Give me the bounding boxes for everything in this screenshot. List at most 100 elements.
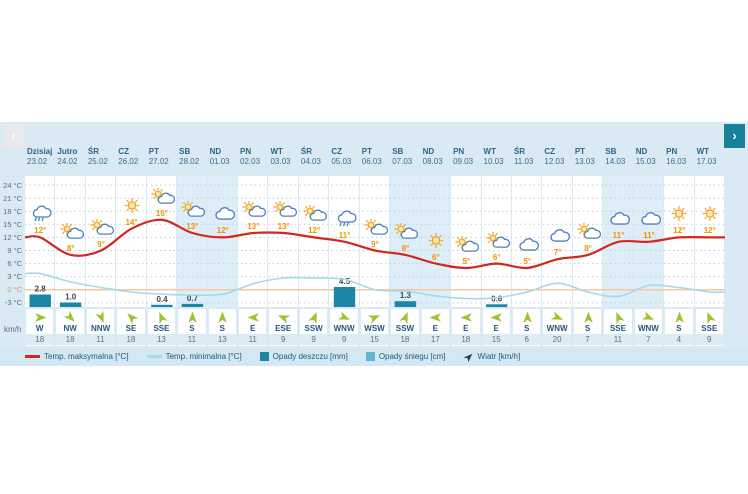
wind-direction-arrow-icon [583, 311, 593, 323]
day-date: 03.03 [270, 157, 291, 166]
wind-direction-label: ESE [275, 324, 292, 333]
wind-speed-value: 9 [695, 334, 723, 345]
wind-direction-label: E [250, 324, 256, 333]
wind-cell: S 4 [665, 309, 693, 346]
day-header[interactable]: Dzisiaj 23.02 [25, 147, 55, 176]
temp-max-label: 9° [371, 239, 379, 249]
day-header[interactable]: PN 02.03 [238, 147, 268, 176]
day-header[interactable]: PN 16.03 [664, 147, 694, 176]
day-name: ŚR [513, 147, 526, 156]
prev-period-button[interactable]: ‹ [3, 124, 24, 148]
day-header[interactable]: PT 27.02 [147, 147, 177, 176]
legend-label: Temp. maksymalna [°C] [44, 352, 129, 361]
day-date: 13.03 [574, 157, 595, 166]
weather-icon-cell: 6° [484, 230, 510, 262]
wind-direction-label: WSW [364, 324, 385, 333]
wind-direction-label: SSE [609, 324, 626, 333]
day-header[interactable]: ŚR 04.03 [299, 147, 329, 176]
wind-direction-arrow-icon [308, 311, 317, 325]
wind-cell: WNW 20 [543, 309, 571, 346]
wind-cell: SSW 9 [299, 309, 328, 346]
temp-max-label: 5° [462, 256, 471, 266]
legend-item: Opady śniegu [cm] [365, 352, 446, 361]
wind-cell: SSE 9 [695, 309, 723, 346]
temp-max-label: 12° [308, 226, 321, 236]
day-header[interactable]: WT 03.03 [268, 147, 298, 176]
wind-cell: W 18 [26, 309, 54, 346]
temp-max-label: 11° [338, 230, 351, 240]
wind-cell: SSW 18 [391, 309, 419, 346]
day-column-background [359, 176, 390, 307]
day-header[interactable]: CZ 12.03 [542, 147, 572, 176]
legend-item: Opady deszczu [mm] [259, 352, 348, 361]
weather-icon-cell: 9° [88, 217, 115, 249]
weather-icon-cell: 7° [545, 227, 571, 257]
wind-direction-label: SSW [304, 324, 323, 333]
day-name: ND [422, 147, 435, 156]
day-header[interactable]: PT 06.03 [360, 147, 390, 176]
rain-bar [333, 287, 356, 307]
day-header[interactable]: PT 13.03 [573, 147, 603, 176]
wind-speed-value: 11 [86, 334, 115, 345]
day-header[interactable]: ND 01.03 [208, 147, 238, 176]
day-header[interactable]: Jutro 24.02 [55, 147, 85, 176]
temp-max-label: 13° [277, 222, 290, 232]
day-header[interactable]: ND 15.03 [634, 147, 664, 176]
temp-max-label: 11° [643, 230, 655, 240]
wind-direction-arrow-icon [247, 313, 259, 322]
wind-cell: E 18 [452, 309, 480, 346]
day-date: 28.02 [179, 157, 200, 166]
sun-cloud-icon [59, 222, 84, 239]
y-axis-tick-label: 24 °C [3, 180, 22, 190]
sun-cloud-icon [90, 217, 115, 235]
wind-direction-label: E [432, 324, 439, 333]
next-period-button[interactable]: › [724, 124, 745, 148]
cloud-icon [215, 207, 235, 221]
day-header[interactable]: PN 09.03 [451, 147, 481, 176]
day-header[interactable]: WT 10.03 [482, 147, 512, 176]
day-date: 06.03 [361, 157, 382, 166]
wind-direction-arrow-icon [490, 313, 503, 322]
wind-speed-value: 15 [482, 334, 510, 345]
day-date: 23.02 [27, 157, 48, 166]
wind-speed-value: 13 [147, 334, 176, 345]
day-date: 07.03 [392, 157, 413, 166]
day-column-background [238, 176, 268, 307]
day-name: ŚR [300, 147, 313, 156]
wind-direction-arrow-icon [616, 311, 625, 325]
day-date: 16.03 [666, 157, 687, 166]
temp-max-label: 12° [703, 226, 716, 236]
day-date: 10.03 [483, 157, 504, 166]
wind-speed-value: 7 [634, 334, 663, 345]
wind-direction-label: E [463, 324, 469, 333]
weather-icon-cell: 8° [58, 222, 84, 253]
day-header[interactable]: CZ 05.03 [329, 147, 359, 176]
day-name: SB [392, 147, 404, 156]
sun-icon [671, 206, 687, 222]
day-header[interactable]: ŚR 11.03 [512, 147, 542, 176]
wind-cell: SSE 11 [604, 309, 632, 346]
day-date: 02.03 [240, 157, 261, 166]
sun-icon [428, 232, 444, 248]
day-header[interactable]: ŚR 25.02 [86, 147, 116, 176]
wind-cell: ESE 9 [269, 309, 297, 346]
y-axis-tick-label: 21 °C [3, 193, 22, 203]
day-header[interactable]: ND 08.03 [421, 147, 451, 176]
y-axis-tick-label: 0 °C [7, 285, 22, 295]
chevron-left-icon: ‹ [11, 128, 16, 143]
day-header[interactable]: WT 17.03 [695, 147, 725, 176]
weather-icon-cell: 12° [666, 205, 692, 235]
day-header[interactable]: CZ 26.02 [116, 147, 146, 176]
day-header[interactable]: SB 14.03 [603, 147, 633, 176]
chart-legend: Temp. maksymalna [°C] Temp. minimalna [°C… [0, 348, 748, 365]
rain-bar [151, 304, 173, 307]
day-header[interactable]: SB 28.02 [177, 147, 207, 176]
wind-direction-label: SSE [701, 324, 718, 333]
day-name: SB [179, 147, 191, 156]
y-axis-tick-label: -3 °C [4, 298, 22, 308]
wind-direction-label: NNW [91, 324, 111, 333]
wind-direction-label: SSW [395, 324, 415, 333]
day-header[interactable]: SB 07.03 [390, 147, 420, 176]
legend-label: Opady śniegu [cm] [378, 352, 446, 361]
day-date: 17.03 [696, 157, 717, 166]
